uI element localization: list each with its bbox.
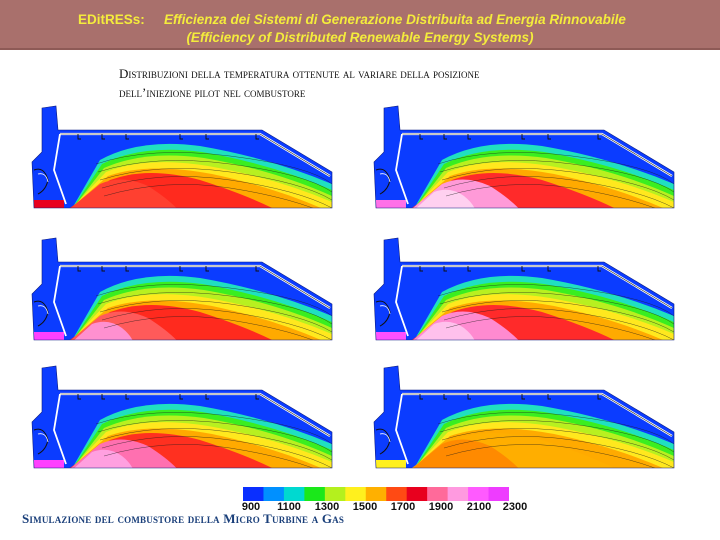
footer-caption: Simulazione del combustore della Micro T… [22, 511, 345, 526]
colorbar-tick: 1300 [314, 501, 340, 513]
colorbar-swatch [468, 487, 490, 501]
colorbar-tick: 900 [241, 501, 261, 513]
colorbar-swatch [488, 487, 509, 501]
colorbar-tick: 1100 [277, 501, 301, 513]
heading-line-1: Distribuzioni della temperatura ottenute… [119, 66, 480, 81]
temperature-contour-plot-3 [30, 232, 340, 344]
colorbar-tick: 2300 [502, 501, 528, 513]
temperature-colorbar [243, 487, 509, 501]
colorbar-tick: 1700 [390, 501, 416, 513]
project-title-english: (Efficiency of Distributed Renewable Ene… [186, 30, 534, 45]
colorbar-tick-labels: 900 1100 1300 1500 1700 1900 2100 2300 [230, 501, 530, 517]
colorbar-swatch [447, 487, 469, 501]
project-acronym: EDitRESs: [78, 12, 145, 27]
colorbar-swatch [263, 487, 285, 501]
temperature-contour-plot-1 [30, 100, 340, 212]
temperature-contour-plot-5 [30, 360, 340, 472]
colorbar-swatch [386, 487, 408, 501]
colorbar-tick: 1900 [428, 501, 454, 513]
colorbar-swatch [345, 487, 367, 501]
colorbar-swatch [304, 487, 326, 501]
project-title-italian: Efficienza dei Sistemi di Generazione Di… [164, 12, 626, 27]
temperature-contour-plot-2 [372, 100, 682, 212]
temperature-contour-plot-6 [372, 360, 682, 472]
header-banner: EDitRESs: Efficienza dei Sistemi di Gene… [0, 0, 720, 50]
colorbar-swatch [365, 487, 387, 501]
colorbar-tick: 2100 [466, 501, 492, 513]
slide-heading: Distribuzioni della temperatura ottenute… [119, 64, 589, 102]
colorbar-swatch [243, 487, 265, 501]
colorbar-swatch [427, 487, 449, 501]
temperature-contour-plot-4 [372, 232, 682, 344]
colorbar-swatch [324, 487, 346, 501]
heading-line-2: dell’iniezione pilot nel combustore [119, 85, 306, 100]
colorbar-swatch [283, 487, 305, 501]
colorbar-tick: 1500 [352, 501, 378, 513]
colorbar-swatch [406, 487, 428, 501]
